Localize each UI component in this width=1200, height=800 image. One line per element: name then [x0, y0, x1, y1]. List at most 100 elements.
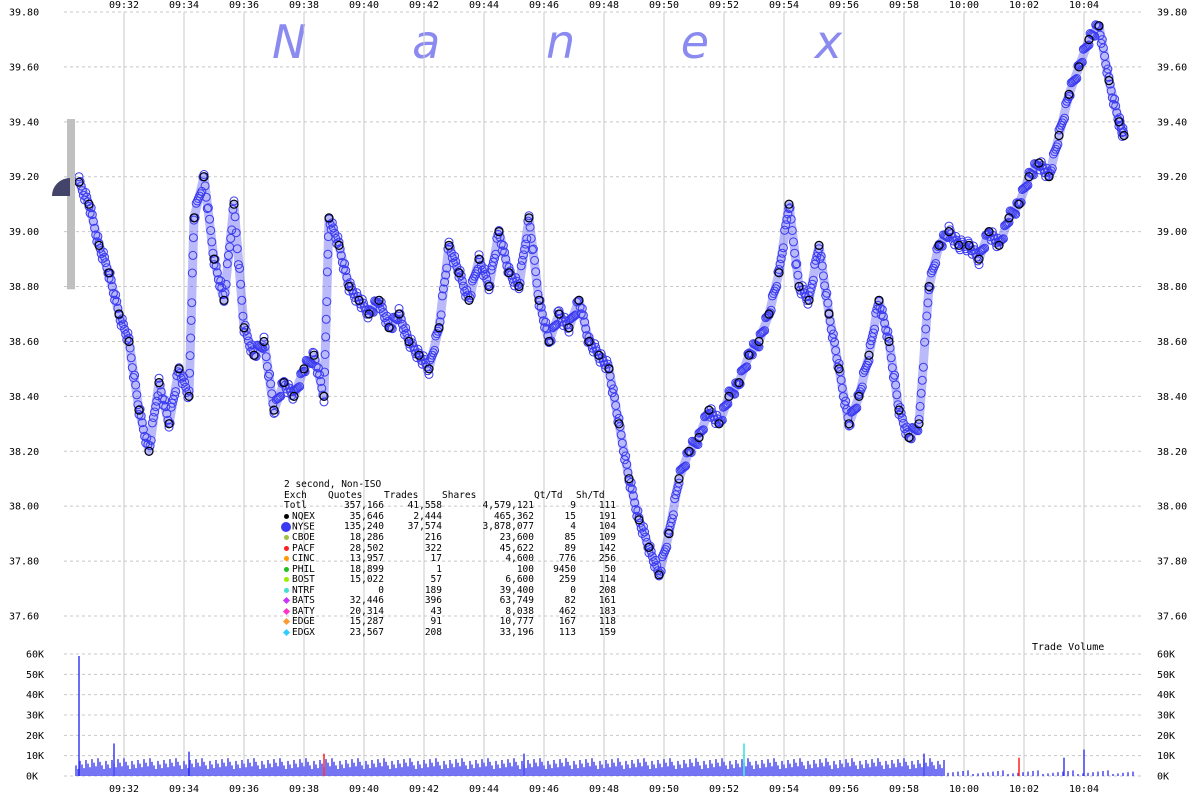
price-point: [568, 312, 578, 322]
price-point: [840, 400, 850, 410]
price-point: [696, 426, 706, 436]
price-point: [238, 311, 248, 321]
volume-tick-left: 10K: [26, 751, 44, 762]
stats-sh-td: 142: [576, 543, 616, 555]
price-point: [133, 400, 143, 410]
price-point: [794, 281, 804, 292]
stats-trades: 322: [384, 542, 442, 555]
price-point: [144, 446, 154, 456]
price-point: [188, 233, 198, 243]
time-tick-bottom: 09:34: [169, 784, 199, 795]
price-point: [474, 254, 484, 264]
price-point: [577, 304, 587, 313]
exchange-marker-icon: [282, 596, 291, 605]
price-point: [438, 284, 448, 294]
price-point: [313, 363, 323, 373]
price-point: [321, 314, 331, 324]
price-point: [881, 325, 891, 335]
price-point: [209, 254, 219, 264]
stats-quotes: 357,166: [328, 500, 384, 512]
price-tick-right: 39.00: [1157, 227, 1187, 238]
price-point: [1028, 170, 1038, 180]
time-tick-bottom: 09:56: [829, 784, 859, 795]
price-point: [923, 298, 933, 308]
stats-quotes-value: 15,022: [349, 574, 384, 585]
time-tick-bottom: 09:32: [109, 784, 139, 795]
stats-trades-value: 2,444: [413, 510, 442, 522]
price-point: [868, 328, 878, 338]
stats-qt-td: 0: [534, 585, 576, 597]
price-point: [1044, 172, 1054, 182]
stats-quotes: 13,957: [328, 553, 384, 565]
price-point: [207, 237, 217, 247]
stats-row: NYSE 135,240 37,574 3,878,077 4 104: [281, 521, 616, 533]
price-point: [333, 232, 343, 242]
time-tick-top: 09:52: [709, 0, 739, 11]
price-point: [783, 209, 793, 219]
price-point: [526, 233, 536, 243]
price-point: [208, 248, 218, 258]
stats-quotes-value: 0: [378, 584, 384, 596]
time-tick-bottom: 09:50: [649, 784, 679, 795]
price-point: [1114, 117, 1124, 127]
price-point: [625, 483, 635, 493]
price-tick-left: 38.00: [9, 502, 39, 513]
price-point: [720, 401, 730, 411]
price-point: [741, 363, 751, 373]
price-point: [364, 309, 374, 319]
price-point: [462, 285, 472, 295]
price-point: [227, 225, 237, 235]
price-point: [928, 263, 938, 273]
price-point: [183, 393, 193, 403]
price-point: [674, 478, 684, 488]
price-tick-right: 39.80: [1157, 8, 1187, 19]
exchange-stats-table: 2 second, Non-ISO Exch Quotes Trades Sha…: [281, 479, 616, 639]
price-point: [154, 378, 164, 388]
price-tick-right: 37.80: [1157, 557, 1187, 568]
price-point: [259, 332, 269, 342]
price-point: [495, 232, 505, 242]
price-point: [1047, 164, 1057, 173]
stats-shares: 3,878,077: [442, 522, 534, 533]
price-point: [758, 327, 768, 336]
price-point: [475, 255, 485, 265]
stats-exch: EDGE: [282, 616, 328, 628]
price-point: [580, 317, 590, 327]
price-point: [444, 240, 454, 250]
price-point: [434, 323, 444, 333]
price-point: [915, 401, 925, 411]
price-point: [792, 259, 802, 269]
stats-qt-td-value: 4: [570, 521, 576, 533]
price-point: [305, 357, 315, 367]
price-point: [851, 404, 861, 414]
price-point: [138, 425, 148, 434]
price-point: [1118, 127, 1128, 137]
price-point: [494, 227, 504, 237]
price-point: [1077, 57, 1087, 67]
price-point: [857, 382, 867, 392]
price-point: [782, 214, 792, 224]
price-point: [437, 291, 447, 301]
stats-row: Totl 357,166 41,558 4,579,121 9 111: [284, 500, 616, 512]
price-point: [112, 297, 122, 306]
price-point: [384, 323, 394, 333]
price-point: [578, 310, 588, 320]
volume-tick-left: 20K: [26, 731, 44, 742]
stats-row: EDGX 23,567 208 33,196 113 159: [282, 627, 616, 639]
time-tick-top: 09:54: [769, 0, 799, 11]
price-point: [229, 199, 239, 209]
time-tick-top: 10:00: [949, 0, 979, 11]
price-point: [355, 299, 365, 309]
stats-trades-value: 322: [424, 542, 442, 554]
price-point: [695, 427, 705, 437]
price-point: [740, 364, 750, 373]
price-point: [624, 474, 634, 484]
price-point: [522, 234, 532, 244]
price-point: [882, 332, 892, 342]
stats-shares: 100: [442, 564, 534, 576]
price-point: [534, 301, 544, 311]
price-point: [150, 407, 160, 417]
price-point: [864, 350, 874, 360]
